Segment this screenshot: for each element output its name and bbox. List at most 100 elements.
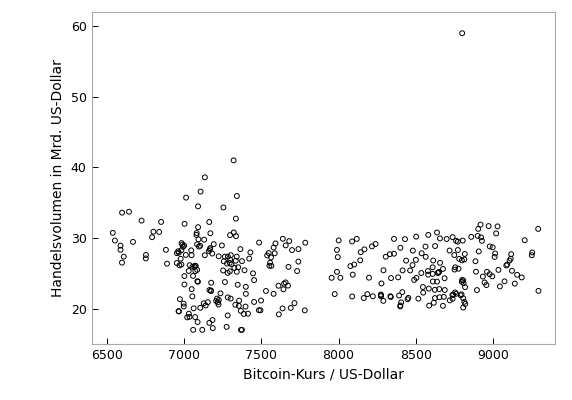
Point [424, 286, 434, 292]
Point [225, 232, 235, 238]
Point [456, 292, 465, 298]
Point [460, 298, 469, 305]
Point [290, 300, 299, 306]
Point [458, 237, 467, 244]
Point [216, 290, 225, 296]
Point [279, 286, 288, 292]
Point [179, 303, 188, 310]
Point [435, 294, 444, 300]
Point [381, 254, 390, 260]
Point [386, 294, 395, 300]
Point [506, 256, 515, 262]
Point [192, 230, 201, 236]
Point [267, 254, 276, 261]
Point [346, 263, 355, 269]
Point [473, 233, 482, 239]
Point [232, 268, 241, 275]
Point [517, 274, 526, 281]
Point [110, 237, 120, 244]
Point [245, 256, 254, 262]
Point [410, 277, 419, 283]
Point [359, 295, 368, 301]
Point [187, 286, 196, 292]
Point [300, 307, 309, 314]
Point [488, 244, 497, 250]
Point [213, 299, 223, 306]
Point [480, 279, 489, 286]
Point [175, 262, 184, 268]
Point [457, 291, 466, 298]
Point [474, 248, 483, 255]
Point [408, 248, 418, 254]
Point [424, 302, 434, 309]
Point [225, 268, 235, 274]
Point [292, 268, 301, 274]
Point [417, 250, 426, 256]
Point [223, 312, 232, 319]
Point [193, 319, 202, 325]
Point [440, 287, 450, 293]
Point [212, 296, 221, 302]
Point [206, 288, 216, 294]
Point [119, 254, 128, 260]
Point [356, 257, 365, 264]
Point [488, 273, 497, 280]
Point [419, 290, 428, 296]
Point [448, 296, 457, 302]
Point [194, 236, 203, 242]
Point [190, 262, 200, 269]
Point [348, 293, 357, 300]
Point [180, 242, 189, 249]
Point [395, 292, 404, 299]
Point [495, 283, 505, 290]
Point [200, 174, 209, 180]
Point [267, 263, 276, 269]
Point [527, 249, 537, 256]
Point [442, 236, 451, 242]
Point [453, 238, 462, 245]
Point [455, 256, 464, 262]
Point [417, 270, 426, 276]
Point [430, 295, 439, 301]
Point [190, 314, 200, 320]
Point [141, 252, 150, 258]
Point [193, 224, 202, 230]
Point [184, 310, 193, 317]
Point [233, 264, 243, 270]
Point [233, 282, 243, 288]
Point [265, 262, 274, 269]
Point [232, 254, 241, 260]
Point [476, 234, 486, 240]
Point [174, 250, 183, 256]
Point [229, 157, 238, 164]
Point [203, 299, 212, 305]
Point [398, 267, 407, 274]
Point [223, 294, 232, 300]
Point [173, 248, 182, 254]
Point [223, 270, 232, 276]
Point [241, 284, 251, 290]
Point [176, 256, 185, 262]
Point [284, 282, 293, 289]
Point [148, 234, 157, 240]
Point [336, 274, 345, 281]
Point [491, 250, 500, 257]
Point [494, 267, 503, 273]
Point [288, 247, 297, 253]
Point [271, 240, 280, 247]
Point [485, 271, 494, 277]
Point [220, 279, 229, 285]
Point [108, 230, 117, 236]
Point [219, 258, 228, 264]
Point [192, 232, 201, 238]
Point [491, 230, 500, 237]
Point [212, 298, 221, 304]
Point [460, 284, 470, 290]
Point [256, 307, 265, 314]
Point [237, 258, 247, 264]
Point [269, 244, 278, 251]
Point [181, 194, 190, 201]
Point [448, 234, 457, 240]
Point [490, 254, 499, 260]
Point [412, 234, 421, 240]
